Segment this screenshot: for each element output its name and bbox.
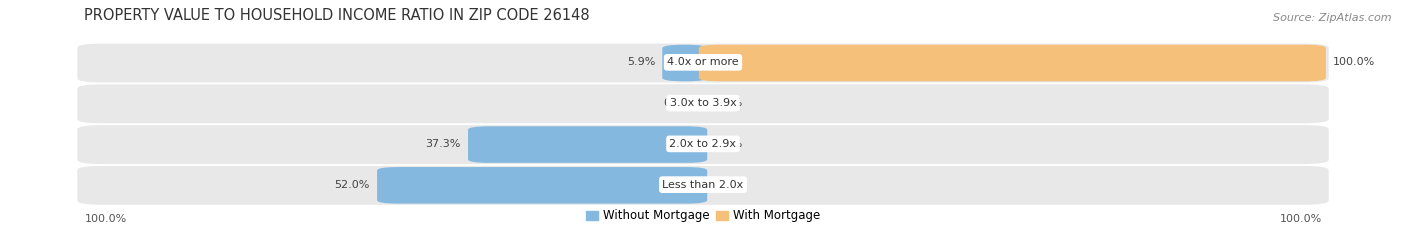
FancyBboxPatch shape [77,84,1329,123]
Text: 5.9%: 5.9% [627,57,655,67]
Text: 0.0%: 0.0% [714,139,742,149]
FancyBboxPatch shape [77,125,1329,164]
Text: PROPERTY VALUE TO HOUSEHOLD INCOME RATIO IN ZIP CODE 26148: PROPERTY VALUE TO HOUSEHOLD INCOME RATIO… [84,8,591,23]
Text: 0.0%: 0.0% [714,180,742,190]
Text: 37.3%: 37.3% [426,139,461,149]
Text: 100.0%: 100.0% [1333,57,1375,67]
Text: Source: ZipAtlas.com: Source: ZipAtlas.com [1274,13,1392,23]
FancyBboxPatch shape [468,126,707,163]
FancyBboxPatch shape [662,45,707,81]
FancyBboxPatch shape [377,167,707,204]
FancyBboxPatch shape [699,45,1326,81]
Text: 4.0x or more: 4.0x or more [668,57,738,67]
Text: 100.0%: 100.0% [1279,214,1322,224]
Text: 3.0x to 3.9x: 3.0x to 3.9x [669,98,737,108]
Text: 100.0%: 100.0% [84,214,127,224]
Text: 0.0%: 0.0% [664,98,692,108]
FancyBboxPatch shape [77,166,1329,205]
Text: Less than 2.0x: Less than 2.0x [662,180,744,190]
Text: 2.0x to 2.9x: 2.0x to 2.9x [669,139,737,149]
Legend: Without Mortgage, With Mortgage: Without Mortgage, With Mortgage [581,205,825,227]
Text: 52.0%: 52.0% [335,180,370,190]
FancyBboxPatch shape [77,44,1329,82]
Text: 0.0%: 0.0% [714,98,742,108]
